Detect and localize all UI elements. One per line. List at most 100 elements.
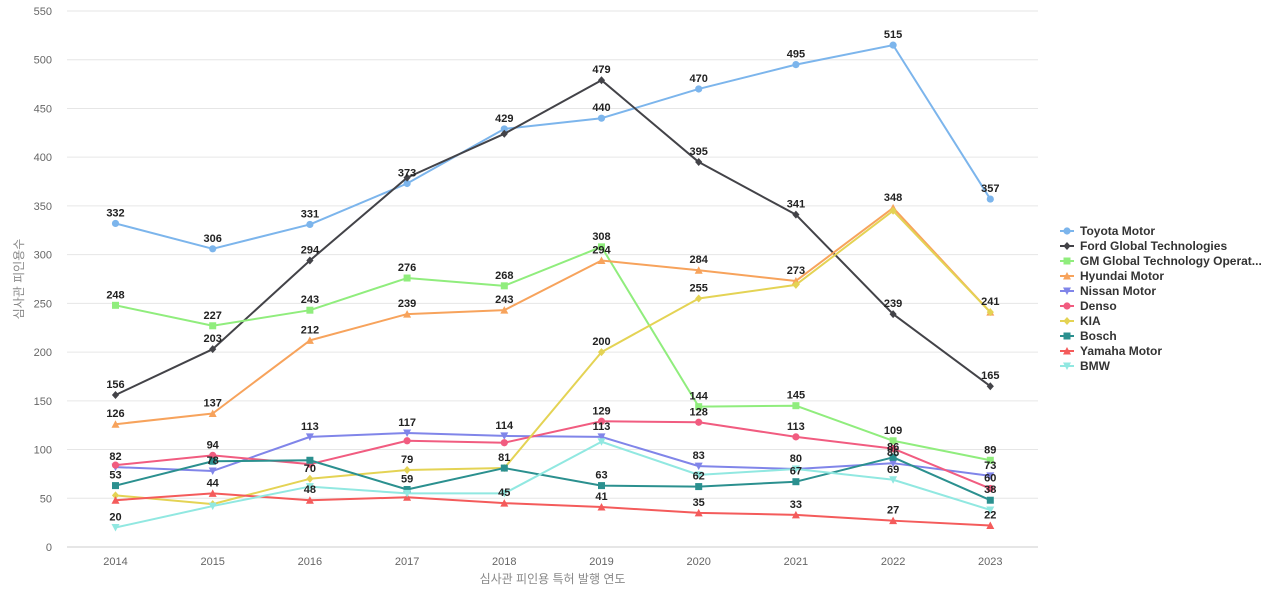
data-point [208,467,217,475]
legend-label: Hyundai Motor [1080,269,1164,283]
data-label: 515 [884,29,902,41]
legend-label: KIA [1080,314,1101,328]
data-label: 348 [884,192,902,204]
data-point [208,409,217,417]
y-tick-label: 0 [46,542,52,554]
legend-marker [1063,242,1071,250]
data-point [209,451,217,459]
data-label: 113 [301,421,319,433]
series-2 [112,243,994,464]
data-label: 70 [304,463,316,475]
legend-item-0: Toyota Motor [1060,224,1155,238]
legend-label: BMW [1080,359,1111,373]
y-tick-label: 50 [40,493,52,505]
series-4 [111,429,995,480]
data-point [792,433,800,441]
data-point [208,502,217,511]
y-tick-label: 300 [34,250,52,262]
data-point [889,453,897,461]
series-line [114,456,992,502]
legend-label: Yamaha Motor [1080,344,1162,358]
data-point [695,403,703,411]
legend-label: Toyota Motor [1080,224,1155,238]
data-label: 60 [984,473,996,485]
data-point [889,516,898,525]
data-label: 117 [398,417,416,429]
y-tick-label: 500 [34,55,52,67]
legend-label: Denso [1080,299,1117,313]
data-point [500,125,508,133]
data-label: 41 [595,491,607,503]
data-point [209,245,217,253]
data-label: 86 [887,447,899,459]
data-label: 268 [495,270,513,282]
data-point [597,76,606,85]
data-point [500,464,508,472]
data-point [597,438,606,446]
x-tick-label: 2021 [784,556,808,568]
data-point [403,437,411,445]
data-label: 294 [301,244,320,256]
series-line [114,209,992,506]
data-label: 429 [495,113,513,125]
data-label: 69 [887,464,899,476]
data-point [500,432,509,440]
legend-item-8: Yamaha Motor [1060,344,1162,358]
data-label: 94 [207,439,220,451]
data-label: 113 [787,421,805,433]
legend-label: Nissan Motor [1080,284,1156,298]
data-point [306,474,314,483]
data-point [111,496,120,504]
data-label: 440 [592,102,610,114]
data-point [695,158,703,167]
data-point [889,206,897,215]
series-line [114,245,992,462]
data-label: 44 [207,477,220,489]
data-label: 306 [204,233,222,245]
x-tick-label: 2020 [686,556,710,568]
y-tick-label: 100 [34,445,52,457]
data-point [305,433,314,441]
data-label: 22 [984,510,996,522]
data-label: 470 [690,73,708,85]
series-line [114,206,992,426]
data-label: 82 [109,451,121,463]
legend-item-4: Nissan Motor [1060,284,1156,298]
data-point [112,482,119,490]
x-tick-label: 2019 [589,556,613,568]
data-point [111,390,120,399]
legend-label: GM Global Technology Operat... [1080,254,1262,268]
data-point [209,457,217,465]
legend-marker [1063,227,1071,235]
y-tick-label: 200 [34,347,52,359]
data-point [986,308,994,317]
y-tick-label: 250 [34,298,52,310]
data-label: 62 [693,471,705,483]
data-point [792,402,800,410]
data-point [792,478,800,486]
data-label: 241 [981,296,999,308]
legend-marker [1063,317,1071,325]
data-point [986,472,995,480]
data-label: 248 [106,289,124,301]
data-label: 79 [401,454,413,466]
data-label: 294 [592,244,611,256]
y-tick-label: 150 [34,396,52,408]
series-line [114,79,992,396]
data-point [597,503,606,511]
data-point [986,195,994,203]
data-label: 38 [984,484,996,496]
data-label: 479 [592,64,610,76]
series-3 [111,203,995,428]
data-point [695,85,703,93]
x-tick-label: 2018 [492,556,516,568]
series-0 [111,41,994,253]
data-point [403,429,412,437]
data-label: 227 [204,310,222,322]
data-label: 63 [595,470,607,482]
data-point [986,506,995,514]
data-point [597,348,606,357]
data-point [695,294,703,303]
